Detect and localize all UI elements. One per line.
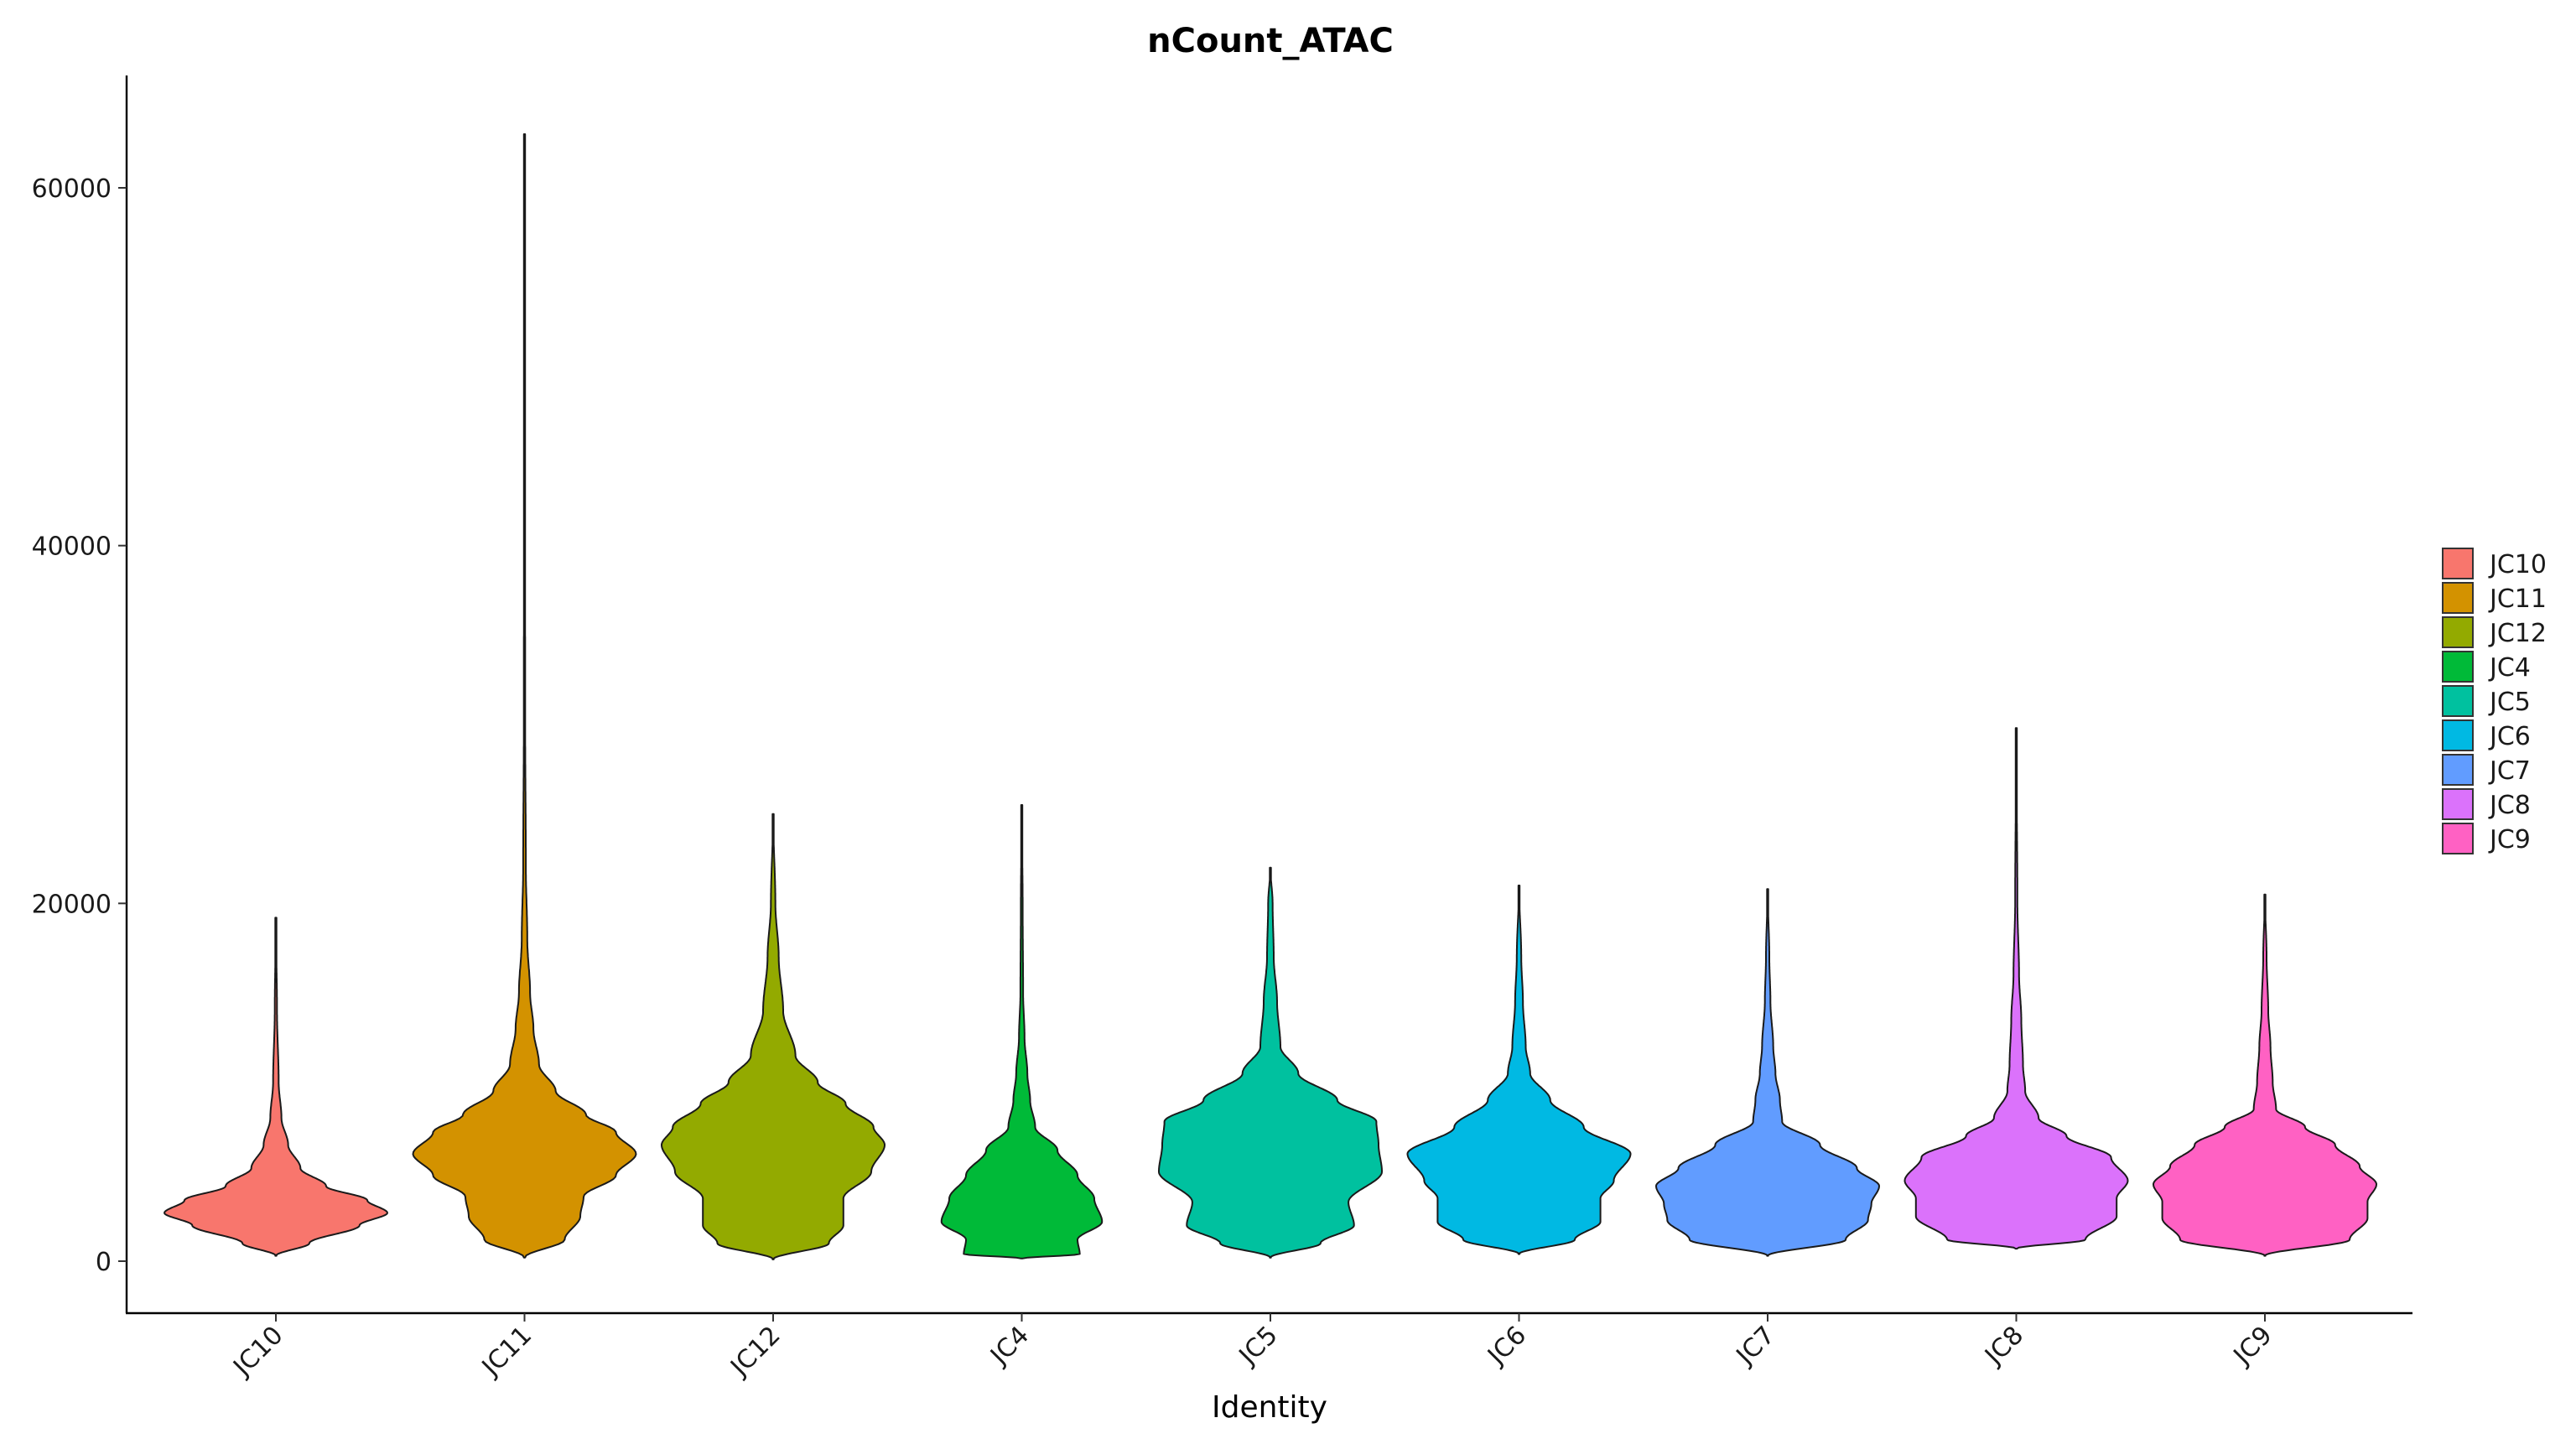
legend-key-jc9 bbox=[2442, 823, 2474, 854]
y-tick-label: 60000 bbox=[32, 174, 112, 204]
legend-key-jc6 bbox=[2442, 719, 2474, 751]
violin-jc7 bbox=[1655, 888, 1880, 1257]
y-tick-label: 0 bbox=[96, 1248, 112, 1277]
legend-label-jc4: JC4 bbox=[2488, 653, 2531, 683]
x-tick-label: JC11 bbox=[475, 1321, 538, 1383]
legend-key-jc7 bbox=[2442, 754, 2474, 786]
x-tick-label: JC12 bbox=[724, 1321, 786, 1383]
legend-label-jc9: JC9 bbox=[2488, 825, 2531, 854]
violin-jc8 bbox=[1903, 727, 2129, 1250]
violin-jc9 bbox=[2153, 893, 2377, 1257]
legend-label-jc10: JC10 bbox=[2488, 550, 2547, 579]
legend-label-jc5: JC5 bbox=[2488, 688, 2531, 717]
legend-label-jc7: JC7 bbox=[2488, 756, 2531, 786]
x-tick-label: JC5 bbox=[1233, 1321, 1284, 1372]
legend-key-jc10 bbox=[2442, 548, 2474, 579]
legend-label-jc6: JC6 bbox=[2488, 722, 2531, 751]
legend: JC10 JC11 JC12 JC4 JC5 JC6 JC7 JC8 JC9 bbox=[2442, 548, 2547, 854]
violin-jc5 bbox=[1158, 866, 1383, 1259]
violin-series-group bbox=[164, 133, 2377, 1260]
y-tick-label: 40000 bbox=[32, 532, 112, 562]
x-tick-label: JC9 bbox=[2227, 1321, 2278, 1372]
violin-jc10 bbox=[164, 917, 388, 1257]
legend-key-jc8 bbox=[2442, 788, 2474, 820]
violin-jc12 bbox=[661, 813, 886, 1260]
x-axis-ticks: JC10 JC11 JC12 JC4 JC5 JC6 JC7 JC8 JC9 bbox=[226, 1313, 2278, 1383]
legend-key-jc5 bbox=[2442, 685, 2474, 717]
y-axis-ticks: 0 20000 40000 60000 bbox=[32, 174, 127, 1277]
chart-title: nCount_ATAC bbox=[1147, 22, 1394, 60]
legend-label-jc12: JC12 bbox=[2488, 619, 2547, 648]
violin-jc6 bbox=[1406, 885, 1632, 1255]
legend-key-jc4 bbox=[2442, 651, 2474, 683]
x-tick-label: JC10 bbox=[226, 1321, 288, 1383]
x-tick-label: JC7 bbox=[1730, 1321, 1781, 1372]
x-tick-label: JC8 bbox=[1978, 1321, 2029, 1372]
x-axis-title: Identity bbox=[1212, 1390, 1327, 1425]
legend-key-jc11 bbox=[2442, 582, 2474, 614]
legend-label-jc8: JC8 bbox=[2488, 791, 2531, 820]
legend-label-jc11: JC11 bbox=[2488, 584, 2547, 614]
violin-jc4 bbox=[940, 804, 1104, 1259]
legend-key-jc12 bbox=[2442, 616, 2474, 648]
x-tick-label: JC6 bbox=[1481, 1321, 1532, 1372]
violin-jc11 bbox=[412, 133, 637, 1259]
x-tick-label: JC4 bbox=[984, 1321, 1035, 1372]
y-tick-label: 20000 bbox=[32, 890, 112, 919]
